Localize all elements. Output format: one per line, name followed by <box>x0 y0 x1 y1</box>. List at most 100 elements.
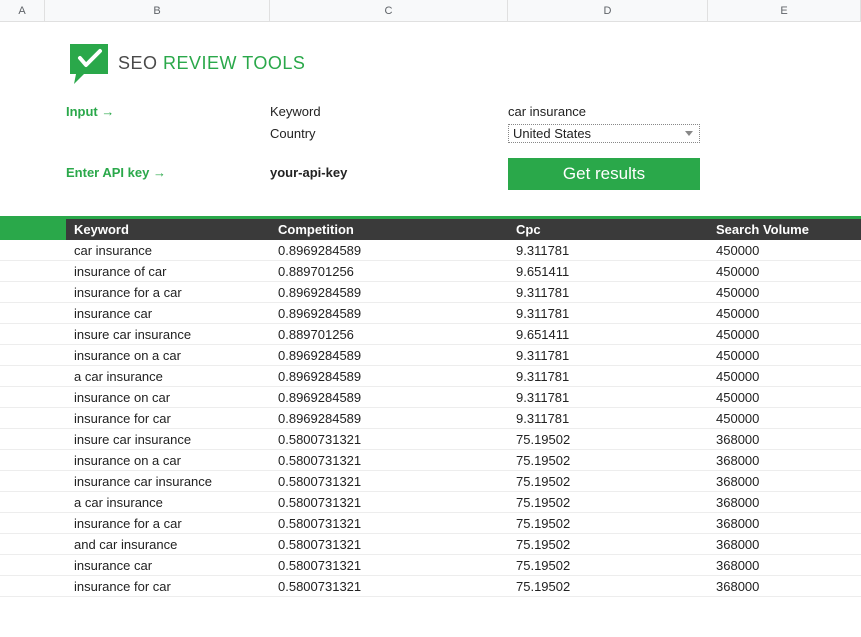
cell-keyword: insure car insurance <box>66 432 270 447</box>
cell-keyword: insure car insurance <box>66 327 270 342</box>
cell-competition: 0.8969284589 <box>270 390 508 405</box>
table-row[interactable]: insurance car0.580073132175.19502368000 <box>0 555 861 576</box>
cell-search-volume: 450000 <box>708 306 861 321</box>
results-table-body: car insurance0.89692845899.311781450000i… <box>0 240 861 597</box>
col-header-c[interactable]: C <box>270 0 508 21</box>
api-key-row: Enter API key → your-api-key Get results <box>0 154 861 190</box>
cell-competition: 0.5800731321 <box>270 558 508 573</box>
cell-search-volume: 368000 <box>708 495 861 510</box>
cell-cpc: 75.19502 <box>508 453 708 468</box>
table-row[interactable]: insurance car insurance0.580073132175.19… <box>0 471 861 492</box>
table-row[interactable]: insurance for a car0.580073132175.195023… <box>0 513 861 534</box>
table-row[interactable]: a car insurance0.89692845899.31178145000… <box>0 366 861 387</box>
chevron-down-icon <box>685 131 693 136</box>
logo-text: SEO REVIEW TOOLS <box>118 53 305 74</box>
cell-search-volume: 450000 <box>708 243 861 258</box>
table-row[interactable]: insurance for car0.89692845899.311781450… <box>0 408 861 429</box>
cell-competition: 0.5800731321 <box>270 537 508 552</box>
cell-search-volume: 450000 <box>708 285 861 300</box>
col-header-e[interactable]: E <box>708 0 861 21</box>
cell-competition: 0.889701256 <box>270 264 508 279</box>
table-row[interactable]: insurance on a car0.580073132175.1950236… <box>0 450 861 471</box>
cell-competition: 0.8969284589 <box>270 369 508 384</box>
table-row[interactable]: car insurance0.89692845899.311781450000 <box>0 240 861 261</box>
cell-keyword: a car insurance <box>66 495 270 510</box>
logo-text-seo: SEO <box>118 53 158 73</box>
keyword-value[interactable]: car insurance <box>508 104 708 119</box>
table-row[interactable]: insurance on a car0.89692845899.31178145… <box>0 345 861 366</box>
cell-search-volume: 368000 <box>708 432 861 447</box>
input-keyword-row: Input → Keyword car insurance <box>0 100 861 122</box>
table-row[interactable]: insurance on car0.89692845899.3117814500… <box>0 387 861 408</box>
cell-competition: 0.8969284589 <box>270 285 508 300</box>
cell-competition: 0.8969284589 <box>270 306 508 321</box>
table-row[interactable]: insurance for a car0.89692845899.3117814… <box>0 282 861 303</box>
cell-competition: 0.8969284589 <box>270 348 508 363</box>
api-key-value[interactable]: your-api-key <box>270 165 508 180</box>
header-competition: Competition <box>270 222 508 237</box>
cell-keyword: insurance for car <box>66 579 270 594</box>
cell-search-volume: 368000 <box>708 453 861 468</box>
cell-search-volume: 450000 <box>708 411 861 426</box>
cell-keyword: insurance on car <box>66 390 270 405</box>
table-row[interactable]: a car insurance0.580073132175.1950236800… <box>0 492 861 513</box>
cell-cpc: 9.311781 <box>508 411 708 426</box>
table-row[interactable]: insurance car0.89692845899.311781450000 <box>0 303 861 324</box>
header-search-volume: Search Volume <box>708 222 861 237</box>
cell-search-volume: 450000 <box>708 348 861 363</box>
api-key-label: Enter API key → <box>66 165 270 180</box>
cell-cpc: 75.19502 <box>508 495 708 510</box>
cell-competition: 0.5800731321 <box>270 474 508 489</box>
cell-cpc: 75.19502 <box>508 432 708 447</box>
cell-search-volume: 450000 <box>708 369 861 384</box>
country-row: Country United States <box>0 122 861 144</box>
header-keyword: Keyword <box>66 222 270 237</box>
cell-keyword: and car insurance <box>66 537 270 552</box>
cell-keyword: insurance for a car <box>66 285 270 300</box>
cell-keyword: insurance car insurance <box>66 474 270 489</box>
cell-cpc: 75.19502 <box>508 579 708 594</box>
cell-keyword: insurance car <box>66 558 270 573</box>
cell-keyword: insurance of car <box>66 264 270 279</box>
cell-cpc: 9.311781 <box>508 285 708 300</box>
cell-search-volume: 450000 <box>708 264 861 279</box>
get-results-button[interactable]: Get results <box>508 158 700 190</box>
cell-cpc: 9.651411 <box>508 327 708 342</box>
cell-cpc: 9.651411 <box>508 264 708 279</box>
input-label: Input → <box>66 104 270 119</box>
cell-competition: 0.5800731321 <box>270 516 508 531</box>
table-row[interactable]: and car insurance0.580073132175.19502368… <box>0 534 861 555</box>
cell-cpc: 75.19502 <box>508 516 708 531</box>
cell-search-volume: 368000 <box>708 474 861 489</box>
cell-competition: 0.8969284589 <box>270 411 508 426</box>
cell-cpc: 75.19502 <box>508 474 708 489</box>
country-dropdown-value: United States <box>513 126 591 141</box>
col-header-d[interactable]: D <box>508 0 708 21</box>
cell-competition: 0.5800731321 <box>270 453 508 468</box>
logo-text-review: REVIEW TOOLS <box>163 53 305 73</box>
col-header-b[interactable]: B <box>45 0 270 21</box>
cell-keyword: insurance for a car <box>66 516 270 531</box>
cell-cpc: 9.311781 <box>508 306 708 321</box>
table-row[interactable]: insure car insurance0.8897012569.6514114… <box>0 324 861 345</box>
cell-cpc: 9.311781 <box>508 243 708 258</box>
cell-cpc: 75.19502 <box>508 537 708 552</box>
country-dropdown[interactable]: United States <box>508 124 700 143</box>
cell-competition: 0.889701256 <box>270 327 508 342</box>
cell-cpc: 9.311781 <box>508 348 708 363</box>
table-row[interactable]: insure car insurance0.580073132175.19502… <box>0 429 861 450</box>
cell-search-volume: 368000 <box>708 558 861 573</box>
cell-search-volume: 368000 <box>708 579 861 594</box>
table-row[interactable]: insurance of car0.8897012569.65141145000… <box>0 261 861 282</box>
cell-search-volume: 450000 <box>708 390 861 405</box>
header-cpc: Cpc <box>508 222 708 237</box>
cell-competition: 0.5800731321 <box>270 432 508 447</box>
checkmark-badge-icon <box>66 40 112 86</box>
cell-keyword: insurance for car <box>66 411 270 426</box>
col-header-a[interactable]: A <box>0 0 45 21</box>
cell-competition: 0.8969284589 <box>270 243 508 258</box>
table-row[interactable]: insurance for car0.580073132175.19502368… <box>0 576 861 597</box>
cell-search-volume: 450000 <box>708 327 861 342</box>
cell-keyword: insurance on a car <box>66 453 270 468</box>
cell-competition: 0.5800731321 <box>270 495 508 510</box>
